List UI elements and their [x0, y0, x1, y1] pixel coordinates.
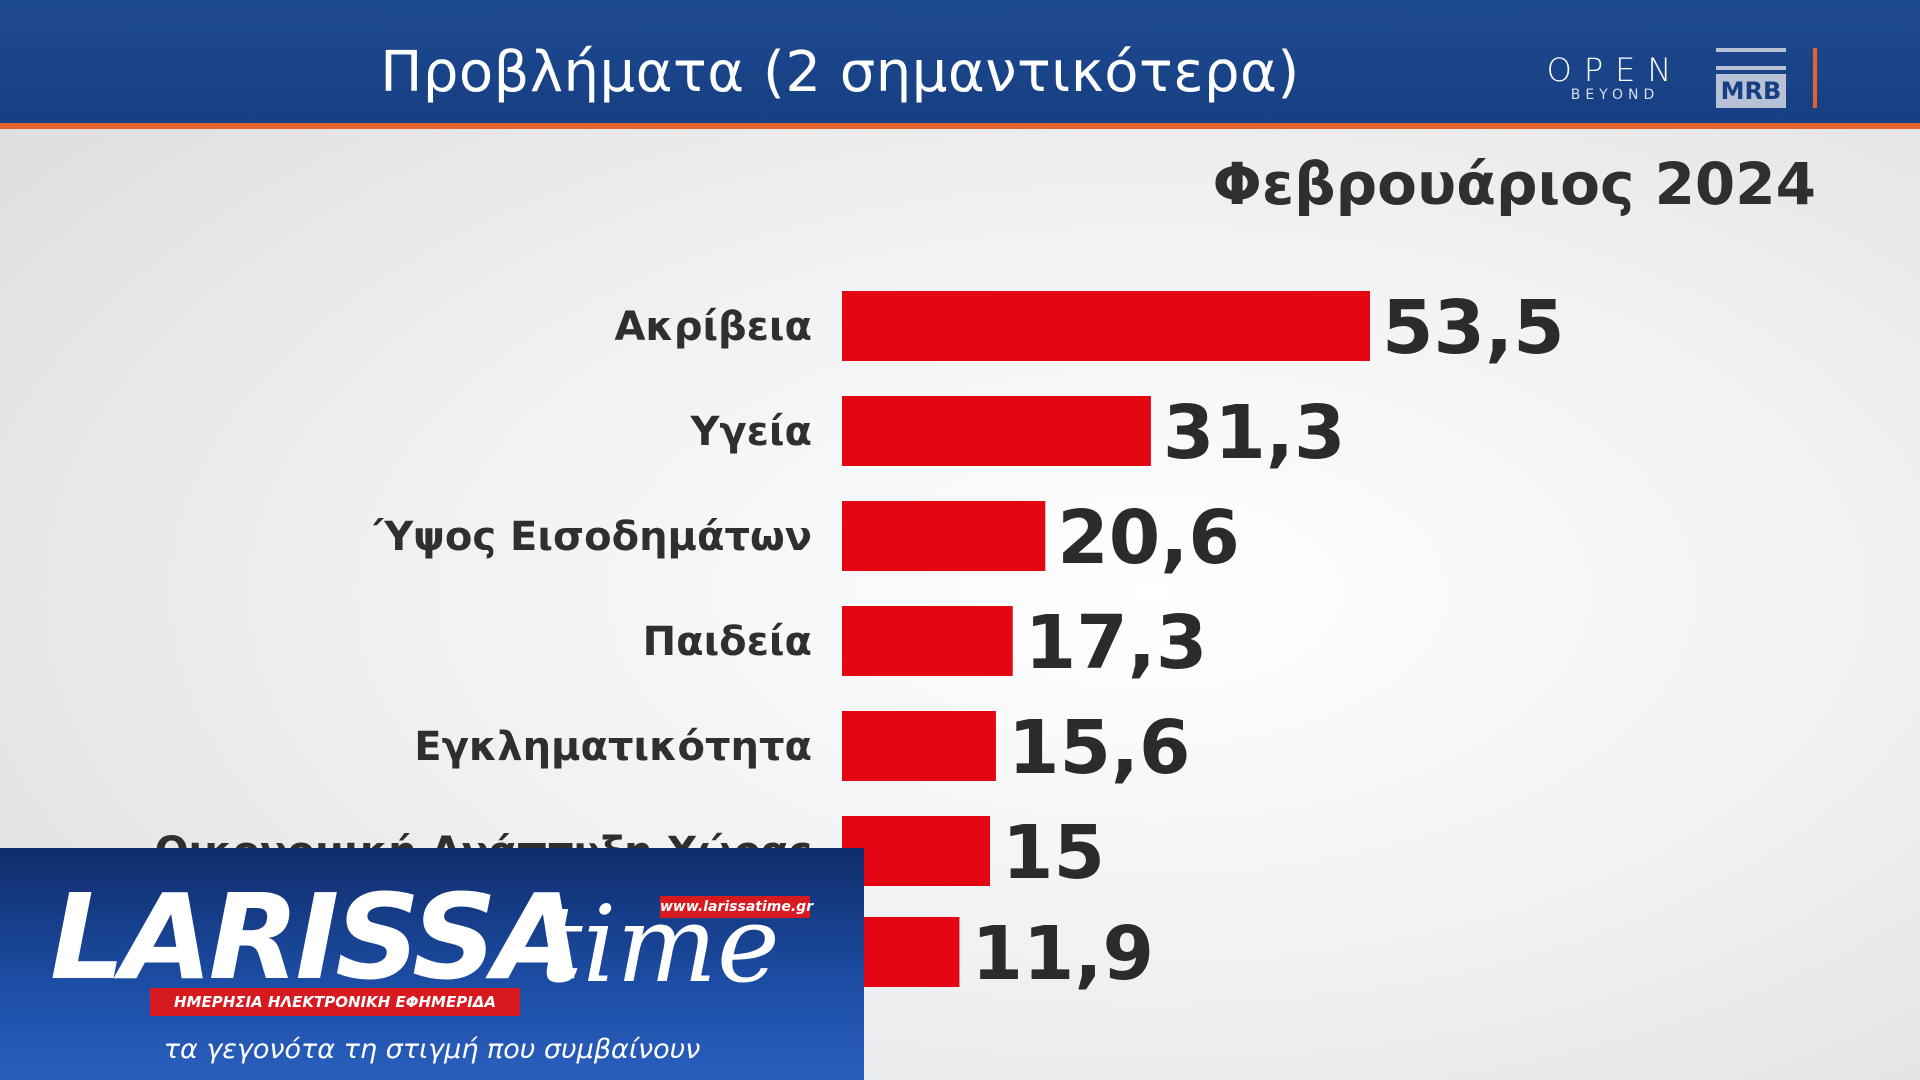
bar-1: [842, 396, 1151, 466]
value-label-6: 11,9: [971, 911, 1154, 997]
brand-subtitle: ΗΜΕΡΗΣΙΑ ΗΛΕΚΤΡΟΝΙΚΗ ΕΦΗΜΕΡΙΔΑ: [150, 988, 520, 1016]
brand-slogan: τα γεγονότα τη στιγμή που συμβαίνουν: [163, 1034, 701, 1065]
bar-2: [842, 501, 1046, 571]
value-label-5: 15: [1002, 810, 1105, 896]
category-label-4: Εγκληματικότητα: [414, 724, 812, 770]
bar-4: [842, 711, 996, 781]
open-logo-subtext: BEYOND: [1570, 87, 1660, 103]
category-label-3: Παιδεία: [643, 619, 812, 665]
value-label-0: 53,5: [1382, 285, 1565, 371]
open-logo: OPEN BEYOND: [1545, 54, 1685, 104]
value-label-1: 31,3: [1163, 390, 1346, 476]
bar-3: [842, 606, 1013, 676]
page-title: Προβλήματα (2 σημαντικότερα): [380, 40, 1300, 105]
larissatime-overlay: LARISSA time www.larissatime.gr ΗΜΕΡΗΣΙΑ…: [0, 848, 864, 1080]
mrb-logo: MRB: [1716, 48, 1786, 108]
brand-url: www.larissatime.gr: [660, 896, 813, 918]
value-label-3: 17,3: [1025, 600, 1208, 686]
mrb-logo-text: MRB: [1716, 74, 1786, 108]
open-logo-text: OPEN: [1546, 51, 1684, 89]
date-label: Φεβρουάριος 2024: [1212, 150, 1816, 218]
header-separator: [1813, 48, 1817, 108]
category-label-2: Ύψος Εισοδημάτων: [372, 514, 812, 560]
mrb-logo-bars: [1716, 48, 1786, 70]
bar-0: [842, 291, 1370, 361]
category-label-1: Υγεία: [689, 409, 812, 455]
brand-left-text: LARISSA: [50, 868, 584, 1006]
bar-5: [842, 816, 991, 886]
value-label-4: 15,6: [1008, 705, 1191, 791]
header-accent-line: [0, 123, 1920, 129]
header-bar: Προβλήματα (2 σημαντικότερα) OPEN BEYOND…: [0, 0, 1920, 123]
category-label-0: Ακρίβεια: [614, 304, 812, 350]
value-label-2: 20,6: [1057, 495, 1240, 581]
